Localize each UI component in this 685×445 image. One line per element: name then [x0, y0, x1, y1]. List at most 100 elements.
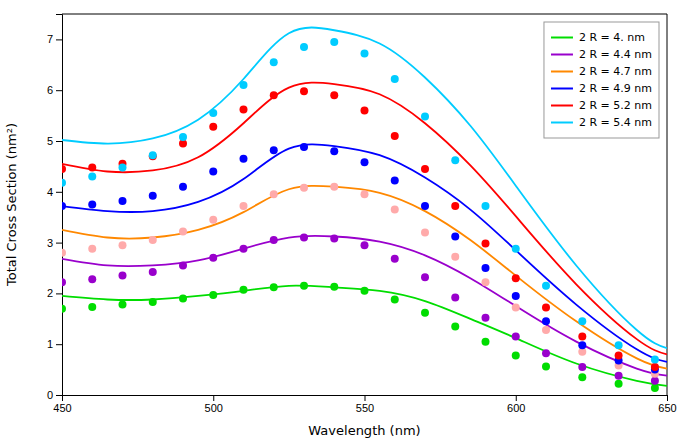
point: [421, 165, 429, 173]
legend-swatch: [551, 122, 573, 124]
point: [240, 81, 248, 89]
point: [421, 113, 429, 121]
tick-label: 450: [53, 402, 71, 414]
legend-label: 2 R = 4.4 nm: [579, 48, 652, 61]
tick: 6: [47, 84, 62, 96]
point: [421, 309, 429, 317]
plot: 450500550600650012345672 R = 4. nm2 R = …: [47, 14, 677, 414]
legend-label: 2 R = 5.4 nm: [579, 116, 652, 129]
tick-label: 500: [205, 402, 223, 414]
tick: 2: [47, 287, 62, 299]
point: [300, 184, 308, 192]
point: [270, 91, 278, 99]
tick: 5: [47, 135, 62, 147]
point: [451, 322, 459, 330]
point: [62, 202, 66, 210]
point: [651, 363, 659, 371]
point: [542, 304, 550, 312]
point: [330, 183, 338, 191]
point: [209, 216, 217, 224]
point: [240, 202, 248, 210]
point: [512, 304, 520, 312]
point: [542, 317, 550, 325]
point: [451, 202, 459, 210]
tick-mark: [56, 243, 62, 244]
x-axis: 450500550600650: [53, 395, 676, 414]
tick-label: 5: [47, 135, 53, 147]
point: [119, 272, 127, 280]
point: [482, 338, 490, 346]
tick-label: 600: [507, 402, 525, 414]
point: [149, 151, 157, 159]
point: [421, 202, 429, 210]
point: [88, 163, 96, 171]
axis-line: [56, 15, 63, 396]
point: [209, 109, 217, 117]
point: [451, 156, 459, 164]
chart: 450500550600650012345672 R = 4. nm2 R = …: [0, 0, 685, 445]
point: [62, 305, 66, 313]
legend-item: 2 R = 5.4 nm: [551, 116, 652, 129]
point: [512, 351, 520, 359]
tick-label: 3: [47, 237, 53, 249]
legend-box: [544, 22, 659, 138]
tick-mark: [56, 344, 62, 345]
point: [330, 91, 338, 99]
legend-item: 2 R = 5.2 nm: [551, 99, 652, 112]
point: [149, 298, 157, 306]
tick-label: 0: [47, 389, 53, 401]
point: [482, 264, 490, 272]
tick-label: 4: [47, 186, 53, 198]
tick-label: 6: [47, 84, 53, 96]
legend-item: 2 R = 4.4 nm: [551, 48, 652, 61]
line: [62, 186, 667, 369]
frame: [62, 14, 667, 15]
point: [62, 278, 66, 286]
point: [330, 283, 338, 291]
tick-mark: [56, 395, 62, 396]
tick-mark: [365, 395, 366, 401]
point: [179, 183, 187, 191]
point: [542, 282, 550, 290]
point: [361, 241, 369, 249]
tick-mark: [213, 395, 214, 401]
point: [651, 377, 659, 385]
line: [62, 236, 667, 376]
point: [651, 384, 659, 392]
point: [119, 241, 127, 249]
point: [578, 333, 586, 341]
point: [361, 158, 369, 166]
point: [482, 314, 490, 322]
point: [578, 373, 586, 381]
y-axis-title: Total Cross Section (nm²): [4, 123, 19, 287]
tick: 650: [658, 395, 676, 414]
point: [391, 132, 399, 140]
legend-label: 2 R = 4.9 nm: [579, 82, 652, 95]
point: [209, 167, 217, 175]
legend-label: 2 R = 4. nm: [579, 31, 645, 44]
point: [62, 179, 66, 187]
point: [270, 283, 278, 291]
point: [300, 43, 308, 51]
point: [149, 236, 157, 244]
tick-label: 2: [47, 287, 53, 299]
point: [578, 341, 586, 349]
point: [270, 146, 278, 154]
point: [391, 255, 399, 263]
tick-label: 1: [47, 338, 53, 350]
point: [179, 133, 187, 141]
point: [240, 245, 248, 253]
point: [209, 254, 217, 262]
point: [421, 273, 429, 281]
point: [300, 87, 308, 95]
point: [451, 233, 459, 241]
point: [119, 163, 127, 171]
point: [512, 292, 520, 300]
point: [615, 380, 623, 388]
legend-swatch: [551, 37, 573, 39]
legend-item: 2 R = 4.9 nm: [551, 82, 652, 95]
point: [330, 147, 338, 155]
point: [512, 245, 520, 253]
point: [421, 228, 429, 236]
point: [88, 201, 96, 209]
